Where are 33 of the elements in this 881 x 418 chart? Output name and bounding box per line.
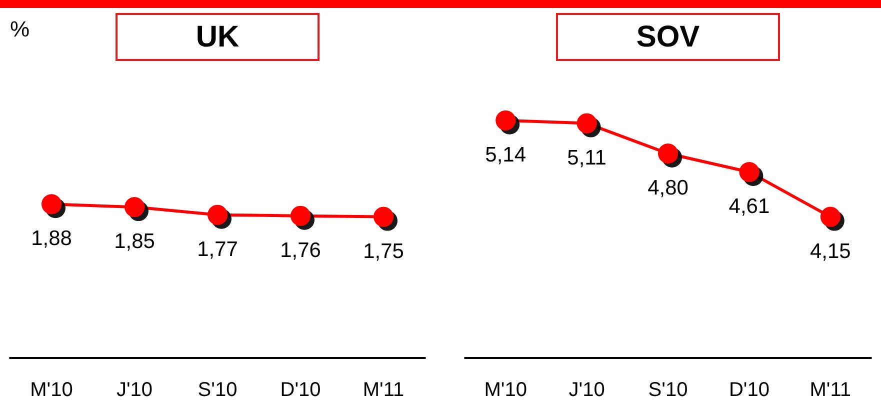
y-axis-title: % xyxy=(10,16,30,42)
x-tick-label: M'11 xyxy=(362,379,404,401)
x-tick-label: M'11 xyxy=(810,379,852,401)
point xyxy=(576,113,597,134)
data-label: 1,85 xyxy=(114,230,155,254)
x-tick-label: D'10 xyxy=(280,379,321,401)
x-tick-label: D'10 xyxy=(728,379,770,401)
data-label: 1,76 xyxy=(280,238,321,262)
x-tick-label: S'10 xyxy=(648,379,688,401)
data-label: 1,75 xyxy=(363,240,404,263)
x-tick-label: J'10 xyxy=(568,379,605,401)
point xyxy=(124,197,144,218)
point xyxy=(658,143,678,164)
data-label: 4,15 xyxy=(810,240,851,263)
point xyxy=(208,204,228,225)
x-tick-label: J'10 xyxy=(116,379,153,401)
chart-title: UK xyxy=(196,20,240,54)
data-label: 4,80 xyxy=(648,176,688,200)
chart-title: SOV xyxy=(636,20,700,54)
x-tick-label: S'10 xyxy=(198,379,238,401)
data-label: 4,61 xyxy=(728,194,770,218)
point xyxy=(820,206,840,227)
x-tick-label: M'10 xyxy=(30,379,73,401)
point xyxy=(739,162,760,182)
data-label: 1,77 xyxy=(197,238,238,261)
point xyxy=(42,194,62,214)
x-tick-label: M'10 xyxy=(484,379,527,401)
point xyxy=(374,206,394,227)
point xyxy=(496,110,516,130)
data-label: 5,11 xyxy=(567,146,606,170)
data-label: 1,88 xyxy=(31,227,72,250)
data-label: 5,14 xyxy=(485,143,526,166)
point xyxy=(290,206,310,226)
